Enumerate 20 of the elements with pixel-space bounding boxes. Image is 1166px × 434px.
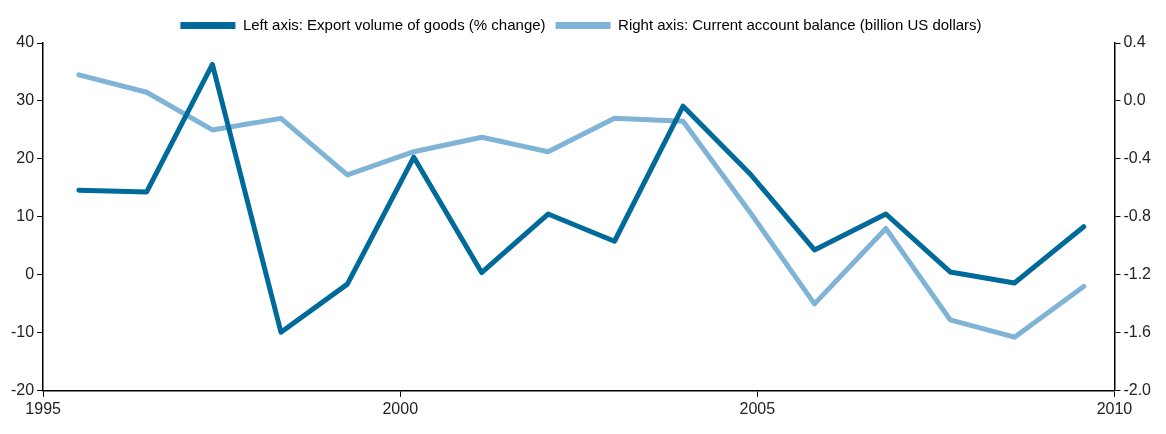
y-tick-label: 40 bbox=[16, 33, 35, 51]
y2-tick-label: 0.4 bbox=[1123, 33, 1146, 51]
y2-tick-label: 0.0 bbox=[1123, 91, 1146, 109]
x-tick-label: 2000 bbox=[382, 399, 419, 417]
legend-label: Right axis: Current account balance (billion US dollars) bbox=[618, 15, 982, 33]
y2-tick-label: -0.4 bbox=[1123, 149, 1152, 167]
legend-label: Left axis: Export volume of goods (% change) bbox=[242, 15, 546, 33]
y-tick-label: 10 bbox=[16, 207, 35, 225]
y-tick-label: -10 bbox=[11, 323, 35, 341]
y-tick-label: -20 bbox=[11, 381, 35, 399]
y2-tick-label: -1.6 bbox=[1123, 323, 1152, 341]
y-tick-label: 30 bbox=[16, 91, 35, 109]
y-tick-label: 0 bbox=[25, 265, 35, 283]
y-tick-label: 20 bbox=[16, 149, 35, 167]
y2-tick-label: -1.2 bbox=[1123, 265, 1152, 283]
y2-tick-label: -2.0 bbox=[1123, 381, 1152, 399]
x-tick-label: 2005 bbox=[739, 399, 776, 417]
x-tick-label: 2010 bbox=[1096, 399, 1133, 417]
y2-tick-label: -0.8 bbox=[1123, 207, 1152, 225]
x-tick-label: 1995 bbox=[25, 399, 62, 417]
